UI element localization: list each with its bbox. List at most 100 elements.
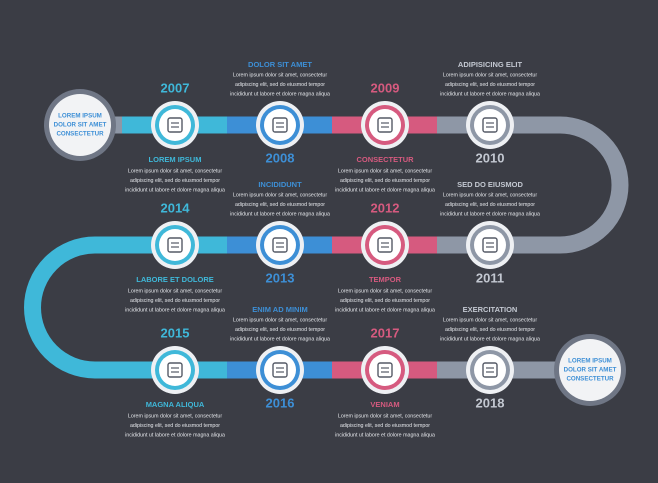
- year: 2009: [371, 80, 400, 95]
- start-circle: LOREM IPSUM DOLOR SIT AMET CONSECTETUR: [44, 89, 116, 161]
- node-description: Lorem ipsum dolor sit amet, consectetur: [128, 288, 222, 294]
- node-description: adipiscing elit, sed do eiusmod tempor: [130, 178, 220, 184]
- timeline-node: 2018 EXERCITATION Lorem ipsum dolor sit am…: [440, 305, 540, 410]
- year: 2015: [161, 325, 190, 340]
- timeline-node: 2008 DOLOR SIT AMET Lorem ipsum dolor sit …: [230, 60, 330, 165]
- node-face: [159, 229, 191, 261]
- timeline-node: 2011 SED DO EIUSMOD Lorem ipsum dolor sit …: [440, 180, 540, 285]
- node-description: incididunt ut labore et dolore magna ali…: [230, 336, 330, 342]
- node-title: LABORE ET DOLORE: [136, 275, 214, 284]
- node-face: [369, 354, 401, 386]
- timeline-node: 2012 TEMPOR Lorem ipsum dolor sit amet, co…: [335, 200, 435, 313]
- timeline-node: 2016 ENIM AD MINIM Lorem ipsum dolor sit a…: [230, 305, 330, 410]
- end-circle: LOREM IPSUM DOLOR SIT AMET CONSECTETUR: [554, 334, 626, 406]
- node-title: VENIAM: [370, 400, 399, 409]
- node-icon: [377, 362, 393, 378]
- node-description: adipiscing elit, sed do eiusmod tempor: [445, 327, 535, 333]
- node-description: adipiscing elit, sed do eiusmod tempor: [235, 82, 325, 88]
- track-segment: [437, 116, 629, 254]
- node-title: ENIM AD MINIM: [252, 305, 308, 314]
- timeline-node: 2015 MAGNA ALIQUA Lorem ipsum dolor sit am…: [125, 325, 225, 438]
- node-title: LOREM IPSUM: [149, 155, 202, 164]
- node-icon: [482, 237, 498, 253]
- node-title: ADIPISICING ELIT: [458, 60, 523, 69]
- node-description: incididunt ut labore et dolore magna ali…: [125, 307, 225, 313]
- node-face: [369, 109, 401, 141]
- year: 2012: [371, 200, 400, 215]
- node-face: [264, 109, 296, 141]
- timeline-node: 2017 VENIAM Lorem ipsum dolor sit amet, co…: [335, 325, 435, 438]
- timeline-node: 2014 LABORE ET DOLORE Lorem ipsum dolor si…: [125, 200, 225, 313]
- node-face: [264, 354, 296, 386]
- node-title: DOLOR SIT AMET: [248, 60, 312, 69]
- track-segment: [24, 236, 227, 379]
- node-title: TEMPOR: [369, 275, 402, 284]
- node-description: adipiscing elit, sed do eiusmod tempor: [340, 298, 430, 304]
- node-description: adipiscing elit, sed do eiusmod tempor: [130, 423, 220, 429]
- start-label: DOLOR SIT AMET: [54, 122, 107, 129]
- node-description: incididunt ut labore et dolore magna ali…: [125, 432, 225, 438]
- node-description: adipiscing elit, sed do eiusmod tempor: [130, 298, 220, 304]
- node-description: incididunt ut labore et dolore magna ali…: [230, 211, 330, 217]
- node-title: MAGNA ALIQUA: [146, 400, 205, 409]
- node-description: incididunt ut labore et dolore magna ali…: [440, 91, 540, 97]
- node-icon: [482, 362, 498, 378]
- timeline-node: 2013 INCIDIDUNT Lorem ipsum dolor sit amet…: [230, 180, 330, 285]
- node-description: Lorem ipsum dolor sit amet, consectetur: [338, 168, 432, 174]
- node-description: Lorem ipsum dolor sit amet, consectetur: [233, 192, 327, 198]
- start-label: LOREM IPSUM: [58, 113, 102, 120]
- node-description: adipiscing elit, sed do eiusmod tempor: [445, 82, 535, 88]
- year: 2011: [476, 270, 504, 285]
- year: 2008: [266, 150, 295, 165]
- year: 2010: [476, 150, 505, 165]
- node-title: INCIDIDUNT: [258, 180, 302, 189]
- node-description: adipiscing elit, sed do eiusmod tempor: [235, 327, 325, 333]
- node-description: Lorem ipsum dolor sit amet, consectetur: [233, 317, 327, 323]
- node-description: incididunt ut labore et dolore magna ali…: [440, 336, 540, 342]
- node-title: EXERCITATION: [463, 305, 518, 314]
- node-description: incididunt ut labore et dolore magna ali…: [335, 307, 435, 313]
- node-description: Lorem ipsum dolor sit amet, consectetur: [128, 168, 222, 174]
- year: 2007: [161, 80, 190, 95]
- end-label: LOREM IPSUM: [568, 358, 612, 365]
- node-icon: [272, 237, 288, 253]
- year: 2016: [266, 395, 295, 410]
- node-description: incididunt ut labore et dolore magna ali…: [335, 432, 435, 438]
- year: 2013: [266, 270, 295, 285]
- node-icon: [482, 117, 498, 133]
- year: 2017: [371, 325, 400, 340]
- node-icon: [272, 362, 288, 378]
- node-face: [369, 229, 401, 261]
- end-label: DOLOR SIT AMET: [564, 367, 617, 374]
- end-label: CONSECTETUR: [566, 376, 614, 383]
- node-title: SED DO EIUSMOD: [457, 180, 523, 189]
- node-face: [474, 354, 506, 386]
- node-description: Lorem ipsum dolor sit amet, consectetur: [128, 413, 222, 419]
- node-description: incididunt ut labore et dolore magna ali…: [230, 91, 330, 97]
- node-icon: [377, 237, 393, 253]
- node-face: [159, 354, 191, 386]
- circle-face: [49, 94, 111, 156]
- timeline-node: 2010 ADIPISICING ELIT Lorem ipsum dolor si…: [440, 60, 540, 165]
- node-description: incididunt ut labore et dolore magna ali…: [335, 187, 435, 193]
- node-description: incididunt ut labore et dolore magna ali…: [440, 211, 540, 217]
- node-face: [159, 109, 191, 141]
- node-face: [264, 229, 296, 261]
- node-description: adipiscing elit, sed do eiusmod tempor: [445, 202, 535, 208]
- node-description: Lorem ipsum dolor sit amet, consectetur: [443, 317, 537, 323]
- node-face: [474, 109, 506, 141]
- timeline-node: 2009 CONSECTETUR Lorem ipsum dolor sit ame…: [335, 80, 435, 193]
- node-description: adipiscing elit, sed do eiusmod tempor: [235, 202, 325, 208]
- node-title: CONSECTETUR: [356, 155, 414, 164]
- year: 2014: [161, 200, 191, 215]
- node-description: Lorem ipsum dolor sit amet, consectetur: [443, 192, 537, 198]
- node-description: Lorem ipsum dolor sit amet, consectetur: [443, 72, 537, 78]
- node-description: adipiscing elit, sed do eiusmod tempor: [340, 178, 430, 184]
- node-description: Lorem ipsum dolor sit amet, consectetur: [338, 413, 432, 419]
- node-description: incididunt ut labore et dolore magna ali…: [125, 187, 225, 193]
- year: 2018: [476, 395, 505, 410]
- node-face: [474, 229, 506, 261]
- node-description: Lorem ipsum dolor sit amet, consectetur: [338, 288, 432, 294]
- circle-face: [559, 339, 621, 401]
